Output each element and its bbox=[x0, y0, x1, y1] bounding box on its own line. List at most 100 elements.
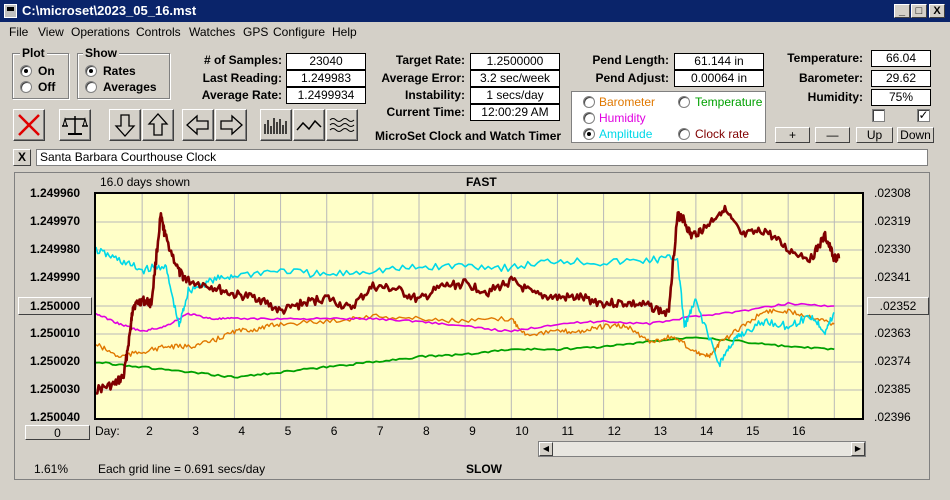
left-tick-label: 1.249990 bbox=[30, 270, 81, 284]
day-tick-label: 11 bbox=[561, 424, 574, 438]
watch-name-field[interactable]: Santa Barbara Courthouse Clock bbox=[36, 149, 928, 166]
plot-area[interactable] bbox=[94, 192, 864, 420]
left-axis-center-button[interactable]: 1.250000 bbox=[18, 297, 92, 315]
menu-watches[interactable]: Watches bbox=[189, 25, 236, 39]
right-tick-label: .02363 bbox=[874, 326, 911, 340]
option-checkbox-2[interactable]: ✓ bbox=[917, 108, 930, 122]
decrease-button[interactable]: — bbox=[815, 127, 850, 143]
menu-gps[interactable]: GPS bbox=[243, 25, 269, 39]
scroll-down-button[interactable] bbox=[109, 109, 141, 141]
arrow-down-icon bbox=[114, 114, 136, 137]
overlay-humidity-radio[interactable] bbox=[583, 112, 595, 124]
plot-off-label[interactable]: Off bbox=[38, 80, 56, 94]
overlay-amplitude-label[interactable]: Amplitude bbox=[599, 127, 653, 141]
samples-value: 23040 bbox=[286, 53, 366, 70]
minimize-button[interactable]: _ bbox=[894, 4, 910, 18]
instability-value: 1 secs/day bbox=[470, 87, 560, 104]
down-button[interactable]: Down bbox=[897, 127, 934, 143]
red-x-icon bbox=[18, 114, 40, 136]
day-tick-label: 12 bbox=[607, 424, 621, 438]
show-rates-radio[interactable] bbox=[85, 65, 97, 77]
overlay-temperature-radio[interactable] bbox=[678, 96, 690, 108]
average-error-value: 3.2 sec/week bbox=[470, 70, 560, 87]
line-view-button[interactable] bbox=[293, 109, 325, 141]
zero-button[interactable]: 0 bbox=[25, 425, 90, 440]
show-group-label: Show bbox=[83, 46, 119, 60]
title-bar[interactable]: C:\microset\2023_05_16.mst _ □ X bbox=[0, 0, 950, 22]
up-button[interactable]: Up bbox=[856, 127, 893, 143]
day-tick-label: 10 bbox=[515, 424, 529, 438]
increase-button[interactable]: + bbox=[775, 127, 810, 143]
target-rate-label: Target Rate: bbox=[395, 53, 465, 67]
day-tick-label: 4 bbox=[238, 424, 246, 438]
day-axis-label: Day: bbox=[95, 424, 120, 438]
current-time-label: Current Time: bbox=[386, 105, 465, 119]
pend-length-value: 61.144 in bbox=[674, 53, 764, 70]
scroll-left-arrow[interactable]: ◀ bbox=[539, 442, 553, 456]
scroll-up-button[interactable] bbox=[142, 109, 174, 141]
overlay-barometer-radio[interactable] bbox=[583, 96, 595, 108]
show-rates-label[interactable]: Rates bbox=[103, 64, 136, 78]
overlay-clock-rate-radio[interactable] bbox=[678, 128, 690, 140]
left-tick-label: 1.250030 bbox=[30, 382, 81, 396]
overlay-amplitude-radio[interactable] bbox=[583, 128, 595, 140]
line-graph-icon bbox=[296, 119, 322, 131]
series-line-1 bbox=[96, 246, 835, 368]
day-tick-label: 9 bbox=[469, 424, 476, 438]
target-rate-value: 1.2500000 bbox=[470, 53, 560, 70]
horizontal-scrollbar[interactable]: ◀ ▶ bbox=[538, 441, 866, 457]
series-line-0 bbox=[96, 204, 841, 395]
show-averages-label[interactable]: Averages bbox=[103, 80, 157, 94]
left-tick-label: 1.249960 bbox=[30, 186, 81, 200]
stop-button[interactable] bbox=[13, 109, 45, 141]
menu-view[interactable]: View bbox=[38, 25, 64, 39]
days-shown-label: 16.0 days shown bbox=[100, 175, 191, 189]
scroll-right-button[interactable] bbox=[215, 109, 247, 141]
right-tick-label: .02330 bbox=[874, 242, 911, 256]
plot-off-radio[interactable] bbox=[20, 81, 32, 93]
waves-icon bbox=[329, 118, 355, 132]
day-tick-label: 8 bbox=[423, 424, 430, 438]
overlay-barometer-label[interactable]: Barometer bbox=[599, 95, 656, 109]
right-axis-center-button[interactable]: .02352 bbox=[867, 297, 929, 315]
close-watch-button[interactable]: X bbox=[13, 149, 31, 166]
calibrate-button[interactable] bbox=[59, 109, 91, 141]
window-title: C:\microset\2023_05_16.mst bbox=[22, 3, 197, 18]
plot-on-radio[interactable] bbox=[20, 65, 32, 77]
wave-view-button[interactable] bbox=[326, 109, 358, 141]
right-tick-label: .02319 bbox=[874, 214, 911, 228]
day-tick-label: 16 bbox=[792, 424, 806, 438]
barometer-value: 29.62 bbox=[871, 70, 931, 87]
menu-controls[interactable]: Controls bbox=[136, 25, 181, 39]
scroll-left-button[interactable] bbox=[182, 109, 214, 141]
scroll-right-arrow[interactable]: ▶ bbox=[851, 442, 865, 456]
bars-view-button[interactable] bbox=[260, 109, 292, 141]
option-checkbox-1[interactable] bbox=[872, 109, 885, 122]
day-tick-label: 2 bbox=[146, 424, 153, 438]
menu-file[interactable]: File bbox=[9, 25, 29, 39]
menu-configure[interactable]: Configure bbox=[273, 25, 326, 39]
grid-note: Each grid line = 0.691 secs/day bbox=[98, 462, 266, 476]
close-button[interactable]: X bbox=[929, 4, 945, 18]
overlay-temperature-label[interactable]: Temperature bbox=[695, 95, 763, 109]
pend-adjust-label: Pend Adjust: bbox=[595, 71, 669, 85]
last-reading-value: 1.249983 bbox=[286, 70, 366, 87]
overlay-humidity-label[interactable]: Humidity bbox=[599, 111, 646, 125]
average-rate-value: 1.2499934 bbox=[286, 87, 366, 104]
menu-operations[interactable]: Operations bbox=[71, 25, 130, 39]
app-icon bbox=[4, 4, 17, 18]
humidity-value: 75% bbox=[871, 89, 931, 106]
left-tick-label: 1.250020 bbox=[30, 354, 81, 368]
left-tick-label: 1.249970 bbox=[30, 214, 81, 228]
samples-label: # of Samples: bbox=[203, 53, 282, 67]
plot-on-label[interactable]: On bbox=[38, 64, 55, 78]
overlay-clock-rate-label[interactable]: Clock rate bbox=[695, 127, 750, 141]
pend-adjust-value: 0.00064 in bbox=[674, 70, 764, 87]
maximize-button[interactable]: □ bbox=[911, 4, 927, 18]
right-tick-label: .02308 bbox=[874, 186, 911, 200]
left-tick-label: 1.249980 bbox=[30, 242, 81, 256]
average-error-label: Average Error: bbox=[381, 71, 465, 85]
instability-label: Instability: bbox=[404, 88, 465, 102]
show-averages-radio[interactable] bbox=[85, 81, 97, 93]
menu-help[interactable]: Help bbox=[332, 25, 357, 39]
